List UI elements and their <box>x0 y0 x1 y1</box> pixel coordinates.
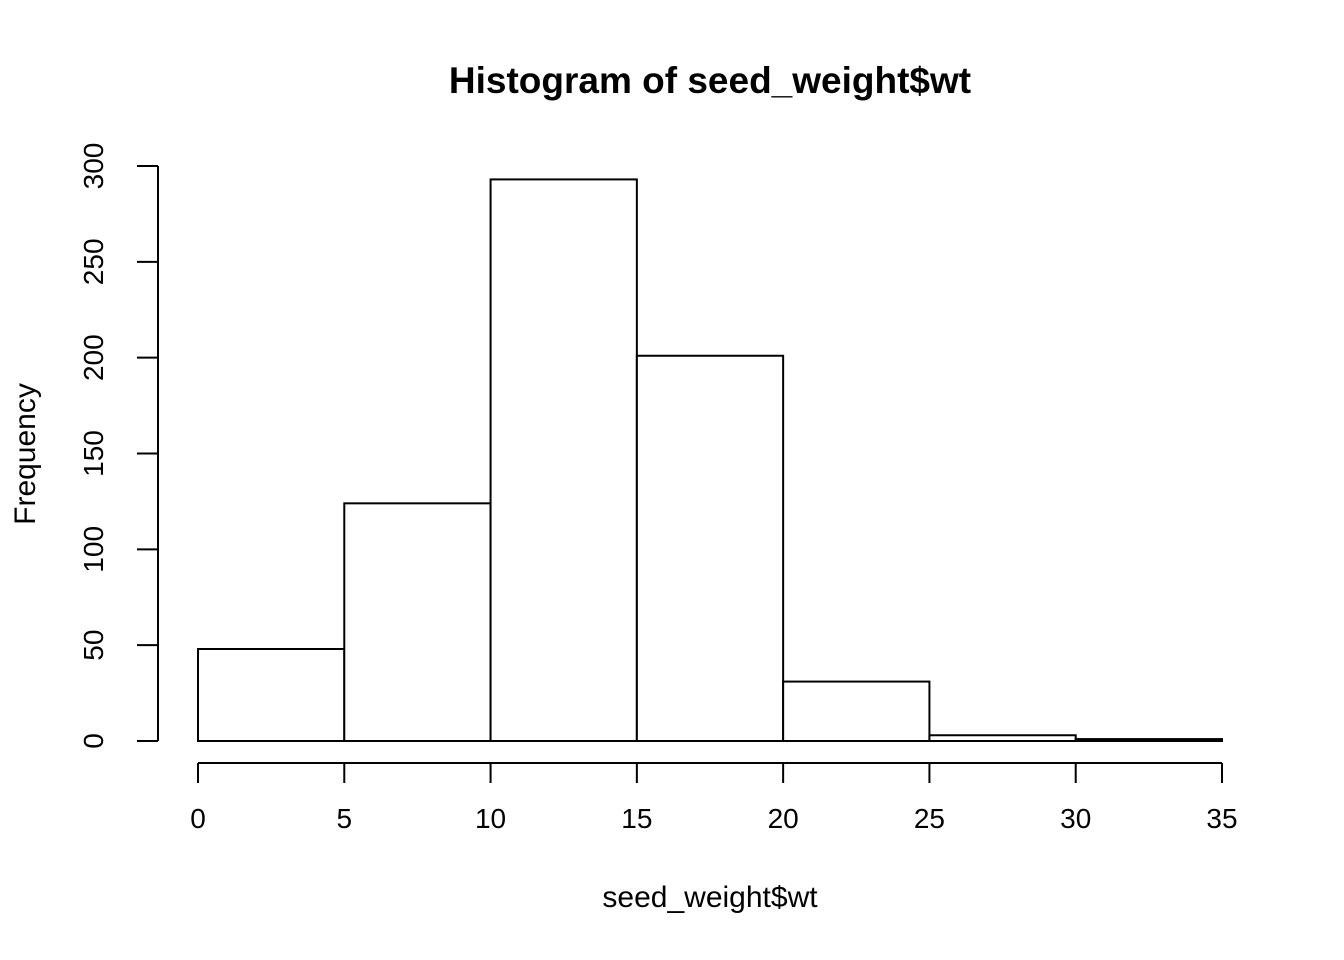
y-axis-tick-label: 200 <box>78 334 109 381</box>
y-axis-tick-label: 100 <box>78 526 109 573</box>
y-axis-tick-label: 300 <box>78 143 109 190</box>
x-axis-tick-label: 15 <box>621 803 652 834</box>
y-axis-tick-label: 150 <box>78 430 109 477</box>
x-axis-label: seed_weight$wt <box>602 881 818 914</box>
histogram-bar <box>928 734 1077 742</box>
x-axis-tick-label: 5 <box>336 803 352 834</box>
histogram-bar <box>635 354 785 742</box>
x-axis-tick-label: 30 <box>1060 803 1091 834</box>
y-axis-tick-label: 250 <box>78 238 109 285</box>
y-axis-label: Frequency <box>9 383 42 525</box>
x-axis-tick-label: 10 <box>475 803 506 834</box>
histogram-bar <box>782 680 931 742</box>
x-axis-tick-label: 25 <box>914 803 945 834</box>
histogram-bar <box>197 648 346 742</box>
x-axis-tick-label: 20 <box>768 803 799 834</box>
histogram-bar <box>489 178 638 742</box>
y-axis-tick-label: 0 <box>78 733 109 749</box>
chart-title: Histogram of seed_weight$wt <box>449 60 971 101</box>
axes-group: 0 50 100 150 200 250 300 0 5 10 15 20 25 30 35 <box>78 143 1238 834</box>
x-axis-tick-label: 35 <box>1206 803 1237 834</box>
histogram-bar <box>1074 738 1223 742</box>
x-axis-tick-label: 0 <box>190 803 206 834</box>
histogram-bar <box>343 502 492 743</box>
y-axis-tick-label: 50 <box>78 630 109 661</box>
bars-group <box>197 178 1223 743</box>
